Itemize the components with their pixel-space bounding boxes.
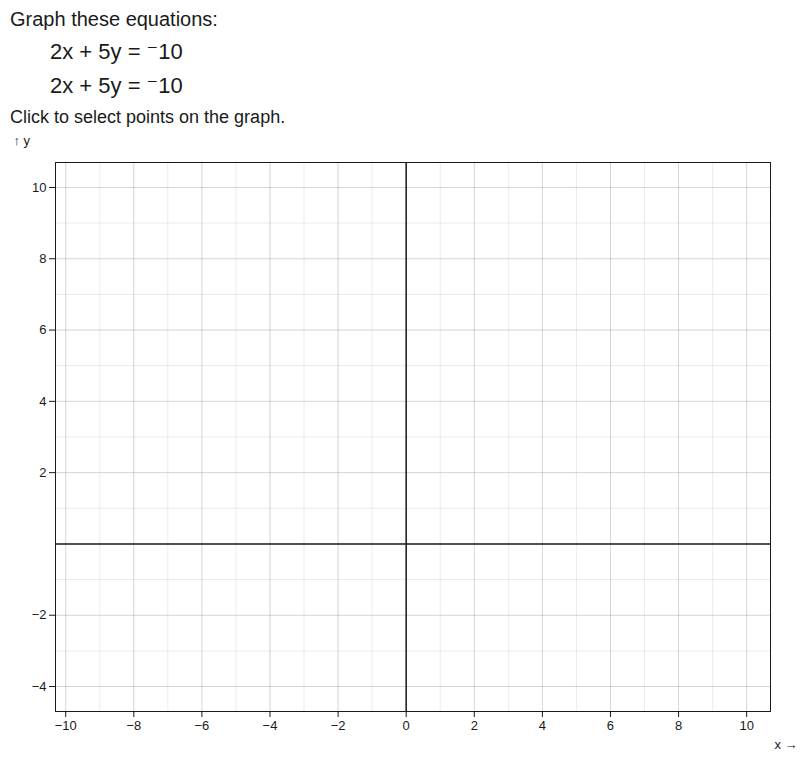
- svg-text:10: 10: [32, 180, 46, 195]
- svg-text:−10: −10: [55, 718, 77, 733]
- html-text:Click to select points on the: Click to select points on the graph.: [10, 107, 286, 127]
- svg-text:8: 8: [675, 718, 682, 733]
- svg-text:6: 6: [607, 718, 614, 733]
- svg-text:↑ y: ↑ y: [14, 133, 31, 148]
- svg-text:0: 0: [403, 718, 410, 733]
- svg-text:x →: x →: [774, 737, 797, 752]
- svg-text:6: 6: [39, 322, 46, 337]
- svg-text:−2: −2: [331, 718, 346, 733]
- svg-text:4: 4: [539, 718, 546, 733]
- html-text:2x + 5y = ⁻10: 2x + 5y = ⁻10: [50, 73, 183, 98]
- svg-text:2: 2: [39, 465, 46, 480]
- svg-text:10: 10: [739, 718, 753, 733]
- svg-text:−4: −4: [263, 718, 278, 733]
- html-text:2x + 5y = ⁻10: 2x + 5y = ⁻10: [50, 39, 183, 64]
- svg-text:−8: −8: [126, 718, 141, 733]
- svg-text:−6: −6: [194, 718, 209, 733]
- svg-text:4: 4: [39, 394, 46, 409]
- html-text:Graph these equations:: Graph these equations:: [10, 8, 218, 30]
- svg-text:8: 8: [39, 251, 46, 266]
- svg-text:−4: −4: [32, 679, 47, 694]
- svg-text:2: 2: [471, 718, 478, 733]
- svg-text:−2: −2: [32, 607, 47, 622]
